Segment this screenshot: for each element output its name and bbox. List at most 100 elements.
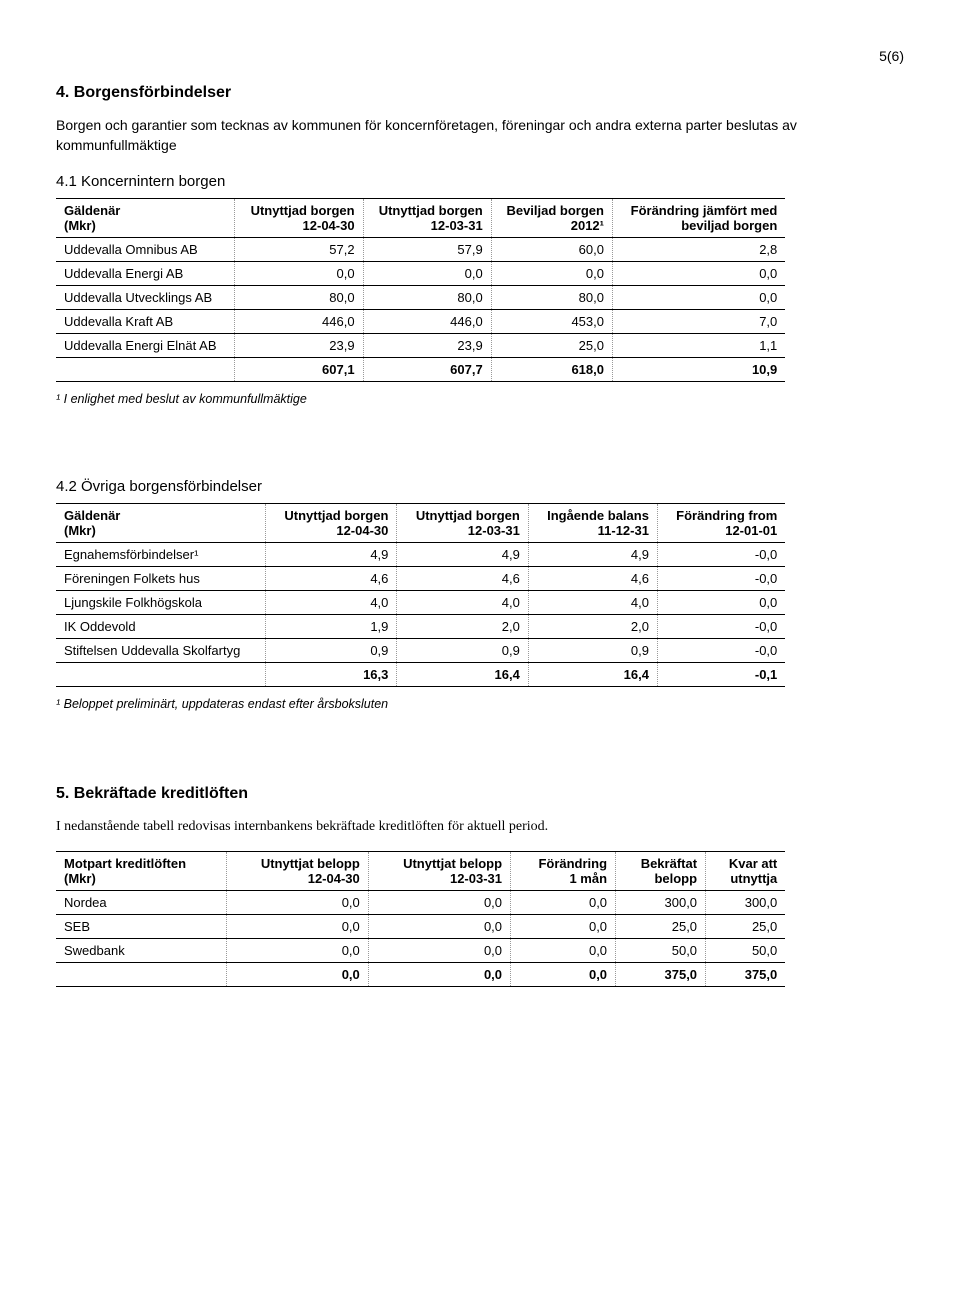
col-header: (Mkr) xyxy=(64,218,96,233)
cell-value: 0,0 xyxy=(226,914,368,938)
col-header: Förändring jämfört med xyxy=(631,203,778,218)
cell-value: 375,0 xyxy=(616,962,706,986)
col-header: Bekräftat xyxy=(641,856,697,871)
cell-value: -0,0 xyxy=(657,567,785,591)
cell-value: 25,0 xyxy=(616,914,706,938)
cell-value: 1,9 xyxy=(265,615,396,639)
cell-value: 4,9 xyxy=(397,543,528,567)
row-name xyxy=(56,962,226,986)
col-header: 12-03-31 xyxy=(468,523,520,538)
cell-value: 0,0 xyxy=(226,962,368,986)
cell-value: 10,9 xyxy=(612,358,785,382)
cell-value: 80,0 xyxy=(491,286,612,310)
table-total-row: 16,316,416,4-0,1 xyxy=(56,663,785,687)
section4-2-heading: 4.2 Övriga borgensförbindelser xyxy=(56,478,904,495)
col-header: 12-03-31 xyxy=(450,871,502,886)
cell-value: 16,4 xyxy=(528,663,657,687)
table-row: SEB0,00,00,025,025,0 xyxy=(56,914,785,938)
cell-value: 300,0 xyxy=(616,890,706,914)
col-header: Utnyttjat belopp xyxy=(403,856,502,871)
row-name: Nordea xyxy=(56,890,226,914)
col-header: Gäldenär xyxy=(64,203,120,218)
row-name: Ljungskile Folkhögskola xyxy=(56,591,265,615)
col-header: Förändring from xyxy=(676,508,777,523)
cell-value: 607,7 xyxy=(363,358,491,382)
col-header: Gäldenär xyxy=(64,508,120,523)
row-name: IK Oddevold xyxy=(56,615,265,639)
cell-value: 0,9 xyxy=(528,639,657,663)
cell-value: 4,9 xyxy=(265,543,396,567)
section4-1-heading: 4.1 Koncernintern borgen xyxy=(56,173,904,190)
cell-value: 4,0 xyxy=(528,591,657,615)
cell-value: 25,0 xyxy=(491,334,612,358)
cell-value: 2,8 xyxy=(612,238,785,262)
col-header: Utnyttjad borgen xyxy=(416,508,520,523)
cell-value: 4,6 xyxy=(265,567,396,591)
table-kreditloften: Motpart kreditlöften(Mkr) Utnyttjat belo… xyxy=(56,851,785,987)
cell-value: -0,1 xyxy=(657,663,785,687)
table-row: Ljungskile Folkhögskola4,04,04,00,0 xyxy=(56,591,785,615)
table-total-row: 607,1607,7618,010,9 xyxy=(56,358,785,382)
cell-value: 57,9 xyxy=(363,238,491,262)
cell-value: 0,0 xyxy=(226,890,368,914)
section4-heading: 4. Borgensförbindelser xyxy=(56,84,904,102)
col-header: Utnyttjad borgen xyxy=(379,203,483,218)
row-name: Uddevalla Energi AB xyxy=(56,262,235,286)
section5-intro: I nedanstående tabell redovisas internba… xyxy=(56,817,904,837)
col-header: 12-04-30 xyxy=(308,871,360,886)
cell-value: 2,0 xyxy=(528,615,657,639)
cell-value: -0,0 xyxy=(657,615,785,639)
cell-value: 80,0 xyxy=(235,286,363,310)
col-header: Utnyttjat belopp xyxy=(261,856,360,871)
col-header: beviljad borgen xyxy=(681,218,777,233)
cell-value: 0,9 xyxy=(397,639,528,663)
col-header: Motpart kreditlöften xyxy=(64,856,186,871)
cell-value: 57,2 xyxy=(235,238,363,262)
cell-value: 0,0 xyxy=(511,914,616,938)
table-row: Nordea0,00,00,0300,0300,0 xyxy=(56,890,785,914)
col-header: (Mkr) xyxy=(64,523,96,538)
section5-heading: 5. Bekräftade kreditlöften xyxy=(56,785,904,803)
cell-value: 0,0 xyxy=(368,914,510,938)
cell-value: 7,0 xyxy=(612,310,785,334)
cell-value: 4,0 xyxy=(265,591,396,615)
cell-value: 0,0 xyxy=(226,938,368,962)
col-header: utnyttja xyxy=(730,871,777,886)
row-name: Uddevalla Kraft AB xyxy=(56,310,235,334)
cell-value: 23,9 xyxy=(363,334,491,358)
col-header: 1 mån xyxy=(569,871,607,886)
cell-value: -0,0 xyxy=(657,639,785,663)
row-name: Swedbank xyxy=(56,938,226,962)
row-name: Föreningen Folkets hus xyxy=(56,567,265,591)
table-row: Uddevalla Kraft AB446,0446,0453,07,0 xyxy=(56,310,785,334)
cell-value: 0,0 xyxy=(368,938,510,962)
page-number: 5(6) xyxy=(56,48,904,64)
row-name: Uddevalla Energi Elnät AB xyxy=(56,334,235,358)
cell-value: 0,0 xyxy=(368,962,510,986)
table-row: Egnahemsförbindelser¹4,94,94,9-0,0 xyxy=(56,543,785,567)
cell-value: 375,0 xyxy=(706,962,786,986)
cell-value: 50,0 xyxy=(706,938,786,962)
cell-value: 60,0 xyxy=(491,238,612,262)
col-header: Kvar att xyxy=(729,856,777,871)
cell-value: 80,0 xyxy=(363,286,491,310)
table-row: Föreningen Folkets hus4,64,64,6-0,0 xyxy=(56,567,785,591)
cell-value: 0,0 xyxy=(511,890,616,914)
cell-value: 0,0 xyxy=(657,591,785,615)
cell-value: -0,0 xyxy=(657,543,785,567)
row-name: Uddevalla Utvecklings AB xyxy=(56,286,235,310)
table-row: Uddevalla Omnibus AB57,257,960,02,8 xyxy=(56,238,785,262)
cell-value: 0,0 xyxy=(235,262,363,286)
col-header: 2012¹ xyxy=(571,218,604,233)
row-name: Egnahemsförbindelser¹ xyxy=(56,543,265,567)
cell-value: 0,0 xyxy=(491,262,612,286)
col-header: belopp xyxy=(654,871,697,886)
col-header: Utnyttjad borgen xyxy=(284,508,388,523)
table-row: Uddevalla Energi Elnät AB23,923,925,01,1 xyxy=(56,334,785,358)
cell-value: 446,0 xyxy=(235,310,363,334)
cell-value: 0,9 xyxy=(265,639,396,663)
section4-intro: Borgen och garantier som tecknas av komm… xyxy=(56,116,904,155)
cell-value: 300,0 xyxy=(706,890,786,914)
cell-value: 4,0 xyxy=(397,591,528,615)
cell-value: 0,0 xyxy=(612,286,785,310)
